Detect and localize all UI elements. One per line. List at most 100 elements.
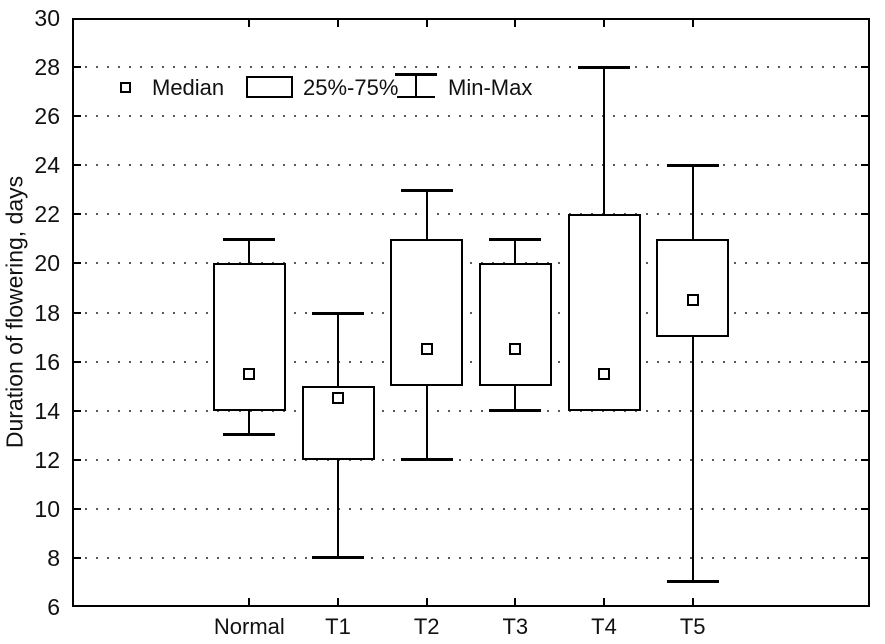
legend-minmax-label: Min-Max (448, 75, 533, 100)
whisker-bottom-T2 (425, 386, 428, 460)
y-tick-left (74, 115, 81, 118)
y-tick-right (861, 556, 868, 559)
whisker-top-T5 (691, 165, 694, 239)
y-tick-right (861, 507, 868, 510)
y-tick-label: 10 (34, 495, 60, 522)
y-tick-left (74, 311, 81, 314)
whisker-cap-min-T2 (400, 457, 453, 461)
box-T2 (390, 238, 464, 387)
y-tick-right (861, 458, 868, 461)
whisker-cap-min-T1 (312, 555, 364, 559)
y-tick-right (861, 115, 868, 118)
x-tick-bottom-T2 (425, 598, 428, 605)
y-tick-left (74, 164, 81, 167)
legend-percentile-label: 25%-75% (303, 75, 399, 100)
whisker-cap-max-T4 (578, 66, 630, 70)
x-tick-top-T5 (691, 20, 694, 27)
whisker-bottom-Normal (248, 410, 251, 436)
y-tick-label: 18 (34, 299, 60, 326)
x-axis-label-T3: T3 (502, 614, 529, 639)
median-marker-T5 (686, 294, 699, 307)
x-axis-label-T5: T5 (679, 614, 706, 639)
x-tick-bottom-Normal (248, 598, 251, 605)
y-tick-left (74, 507, 81, 510)
gridline-18 (74, 311, 868, 314)
legend-minmax-whisker-icon (395, 73, 437, 98)
y-tick-right (861, 66, 868, 69)
y-tick-label: 24 (34, 152, 60, 179)
y-tick-right (861, 409, 868, 412)
gridline-26 (74, 115, 868, 118)
median-marker-T1 (332, 392, 344, 405)
gridline-24 (74, 164, 868, 167)
box-T5 (656, 238, 730, 338)
x-axis-label-Normal: Normal (213, 614, 285, 639)
whisker-cap-max-Normal (223, 237, 276, 241)
y-tick-label: 14 (34, 397, 60, 424)
x-axis-label-T4: T4 (591, 614, 617, 639)
whisker-top-T3 (514, 238, 517, 264)
x-tick-top-T1 (337, 20, 339, 27)
whisker-cap-min-T5 (666, 580, 719, 584)
whisker-bottom-T3 (514, 386, 517, 411)
gridline-10 (74, 507, 868, 510)
whisker-bottom-T1 (337, 459, 339, 558)
y-tick-left (74, 213, 81, 216)
x-tick-top-T2 (425, 20, 428, 27)
y-tick-left (74, 360, 81, 363)
y-tick-left (74, 409, 81, 412)
y-tick-label: 6 (47, 594, 60, 620)
y-tick-left (74, 262, 81, 265)
gridline-8 (74, 556, 868, 559)
box-T4 (567, 214, 641, 411)
y-tick-left (74, 66, 81, 69)
whisker-cap-max-T3 (489, 237, 542, 241)
whisker-cap-min-T3 (489, 408, 542, 412)
median-marker-Normal (243, 367, 256, 380)
y-tick-label: 30 (34, 5, 60, 31)
whisker-top-T4 (603, 67, 605, 215)
y-tick-left (74, 556, 81, 559)
y-tick-right (861, 213, 868, 216)
y-tick-label: 16 (34, 348, 60, 375)
whisker-top-Normal (248, 238, 251, 264)
plot-frame (72, 18, 870, 607)
whisker-cap-min-Normal (223, 433, 276, 437)
gridline-22 (74, 213, 868, 216)
whisker-top-T2 (425, 189, 428, 239)
x-tick-top-Normal (248, 20, 251, 27)
y-tick-label: 8 (47, 544, 60, 571)
median-marker-T2 (420, 343, 433, 356)
gridline-28 (74, 66, 868, 69)
x-axis-label-T2: T2 (413, 614, 440, 639)
gridline-14 (74, 409, 868, 412)
y-tick-left (74, 458, 81, 461)
box-Normal (212, 263, 286, 411)
legend-median-label: Median (152, 75, 225, 100)
y-tick-label: 12 (34, 446, 60, 473)
y-tick-right (861, 262, 868, 265)
gridline-20 (74, 262, 868, 265)
median-marker-T4 (598, 367, 610, 380)
whisker-cap-max-T1 (312, 311, 364, 315)
gridline-16 (74, 360, 868, 363)
gridline-12 (74, 458, 868, 461)
y-tick-right (861, 360, 868, 363)
y-tick-label: 20 (34, 250, 60, 277)
legend-box-swatch-icon (246, 76, 293, 98)
y-tick-right (861, 164, 868, 167)
x-tick-top-T3 (514, 20, 517, 27)
x-tick-bottom-T5 (691, 598, 694, 605)
whisker-cap-max-T5 (666, 164, 719, 168)
x-axis-label-T1: T1 (325, 614, 351, 639)
x-tick-bottom-T1 (337, 598, 339, 605)
legend-median-marker-icon (120, 82, 131, 93)
whisker-bottom-T5 (691, 337, 694, 583)
x-tick-top-T4 (603, 20, 605, 27)
y-tick-right (861, 311, 868, 314)
whisker-cap-max-T2 (400, 188, 453, 192)
y-tick-label: 26 (34, 103, 60, 130)
x-tick-bottom-T4 (603, 598, 605, 605)
x-tick-bottom-T3 (514, 598, 517, 605)
